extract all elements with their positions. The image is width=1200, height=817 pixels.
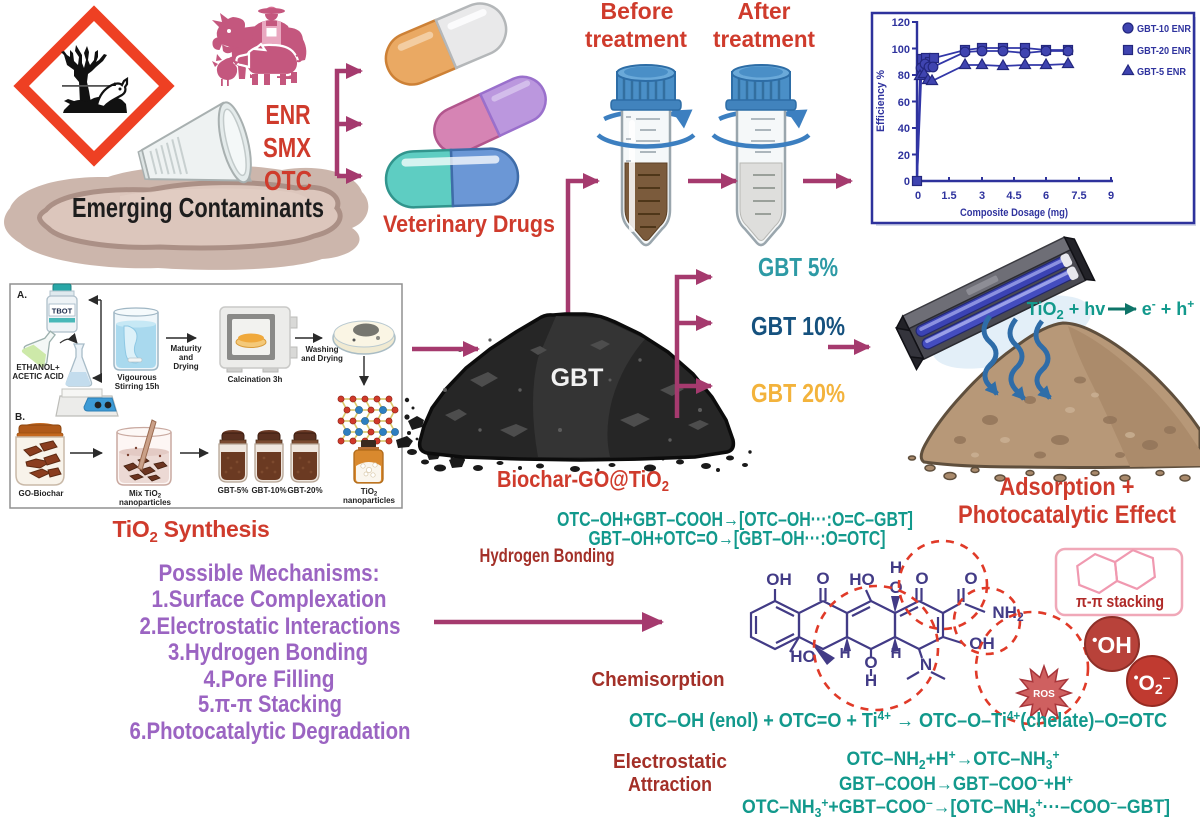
svg-text:40: 40 [898,123,910,135]
svg-text:100: 100 [892,44,910,56]
svg-text:GBT–OH+OTC=O→[GBT–OH···:O=OTC]: GBT–OH+OTC=O→[GBT–OH···:O=OTC] [589,528,886,550]
svg-text:H: H [890,558,902,577]
svg-text:NH2: NH2 [992,603,1024,624]
svg-text:and Drying: and Drying [301,354,343,363]
svg-text:OTC–OH+GBT–COOH→[OTC–OH···:O=C: OTC–OH+GBT–COOH→[OTC–OH···:O=C–GBT] [557,509,913,531]
svg-text:O: O [864,653,877,672]
svg-text:H: H [865,671,877,690]
svg-text:Efficiency %: Efficiency % [875,70,887,132]
svg-text:GBT: GBT [551,364,604,392]
svg-text:OTC–OH (enol) + OTC=O + Ti4+ →: OTC–OH (enol) + OTC=O + Ti4+ → OTC–O–Ti4… [629,708,1167,732]
svg-text:GO-Biochar: GO-Biochar [19,489,64,498]
svg-text:7.5: 7.5 [1071,190,1086,202]
svg-text:Stirring 15h: Stirring 15h [115,382,160,391]
svg-text:Photocatalytic Effect: Photocatalytic Effect [958,501,1177,529]
svg-text:TiO2: TiO2 [361,487,378,498]
svg-text:4.5: 4.5 [1006,190,1021,202]
svg-text:Adsorption +: Adsorption + [1000,473,1135,501]
svg-text:0: 0 [915,190,921,202]
svg-text:O: O [816,569,829,588]
svg-text:GBT-10 ENR: GBT-10 ENR [1137,23,1191,35]
svg-text:60: 60 [898,97,910,109]
svg-text:ETHANOL+: ETHANOL+ [16,363,60,372]
svg-text:e- + h+: e- + h+ [1142,297,1195,319]
svg-text:6.Photocatalytic Degradation: 6.Photocatalytic Degradation [130,718,411,745]
svg-text:GBT 20%: GBT 20% [751,378,845,408]
svg-text:π-π stacking: π-π stacking [1076,592,1164,611]
svg-text:Drying: Drying [173,362,198,371]
svg-text:O: O [915,569,928,588]
svg-text:OTC: OTC [264,165,312,196]
svg-text:2.Electrostatic Interactions: 2.Electrostatic Interactions [140,613,401,640]
svg-text:TiO2 + hv: TiO2 + hv [1027,299,1105,322]
svg-text:1.Surface Complexation: 1.Surface Complexation [152,586,387,613]
svg-text:Possible Mechanisms:: Possible Mechanisms: [159,560,380,587]
svg-text:Before: Before [601,0,674,24]
svg-text:O: O [964,569,977,588]
svg-text:ROS: ROS [1033,689,1055,700]
svg-text:A.: A. [17,290,27,301]
svg-text:0: 0 [904,176,910,188]
svg-text:treatment: treatment [713,26,815,52]
svg-text:nanoparticles: nanoparticles [343,496,396,505]
svg-text:HO: HO [790,647,816,666]
svg-text:B.: B. [15,412,25,423]
svg-text:Emerging Contaminants: Emerging Contaminants [72,192,324,223]
svg-text:4.Pore Filling: 4.Pore Filling [204,666,335,693]
svg-text:Attraction: Attraction [628,774,712,796]
svg-text:Mix TiO2: Mix TiO2 [129,489,162,500]
svg-text:GBT-20 ENR: GBT-20 ENR [1137,45,1191,57]
svg-text:SMX: SMX [263,132,311,163]
svg-text:120: 120 [892,17,910,29]
svg-text:and: and [179,353,193,362]
svg-text:1.5: 1.5 [941,190,956,202]
svg-text:TiO2 Synthesis: TiO2 Synthesis [112,516,269,546]
svg-text:GBT 10%: GBT 10% [751,311,845,341]
svg-text:treatment: treatment [585,26,687,52]
svg-text:80: 80 [898,70,910,82]
svg-text:6: 6 [1043,190,1049,202]
svg-text:GBT-5%: GBT-5% [218,486,249,495]
svg-text:TBOT: TBOT [52,307,73,316]
svg-text:N: N [920,655,932,674]
svg-text:OTC–NH3++GBT–COO–→[OTC–NH3+···: OTC–NH3++GBT–COO–→[OTC–NH3+···–COO––GBT] [742,795,1170,817]
svg-text:GBT–COOH→GBT–COO–+H+: GBT–COOH→GBT–COO–+H+ [839,772,1073,795]
svg-text:ACETIC ACID: ACETIC ACID [12,372,63,381]
svg-text:Chemisorption: Chemisorption [592,669,725,691]
svg-text:Composite Dosage (mg): Composite Dosage (mg) [960,207,1068,219]
svg-text:GBT-5 ENR: GBT-5 ENR [1137,66,1186,78]
svg-text:9: 9 [1108,190,1114,202]
svg-text:ENR: ENR [266,99,311,130]
svg-text:3.Hydrogen Bonding: 3.Hydrogen Bonding [168,639,368,666]
svg-text:•OH: •OH [1092,632,1132,658]
svg-text:Hydrogen Bonding: Hydrogen Bonding [480,546,615,567]
svg-text:HO: HO [849,570,875,589]
svg-text:20: 20 [898,150,910,162]
svg-text:H: H [891,645,902,662]
svg-text:Calcination 3h: Calcination 3h [228,375,283,384]
svg-text:Washing: Washing [305,345,338,354]
svg-text:Veterinary Drugs: Veterinary Drugs [383,211,555,238]
svg-text:Maturity: Maturity [170,344,202,353]
svg-text:Biochar-GO@TiO2: Biochar-GO@TiO2 [497,466,669,495]
svg-text:H: H [840,645,851,662]
svg-text:5.π-π Stacking: 5.π-π Stacking [198,691,342,718]
svg-text:nanoparticles: nanoparticles [119,498,172,507]
svg-text:After: After [738,0,791,24]
svg-text:Vigourous: Vigourous [117,373,157,382]
svg-text:OTC–NH2+H+→OTC–NH3+: OTC–NH2+H+→OTC–NH3+ [847,747,1060,772]
svg-text:GBT-20%: GBT-20% [287,486,322,495]
svg-text:GBT 5%: GBT 5% [758,252,838,282]
svg-text:•O2–: •O2– [1134,669,1171,697]
svg-text:Electrostatic: Electrostatic [613,751,727,773]
svg-text:3: 3 [979,190,985,202]
svg-text:OH: OH [766,570,792,589]
svg-text:GBT-10%: GBT-10% [251,486,286,495]
